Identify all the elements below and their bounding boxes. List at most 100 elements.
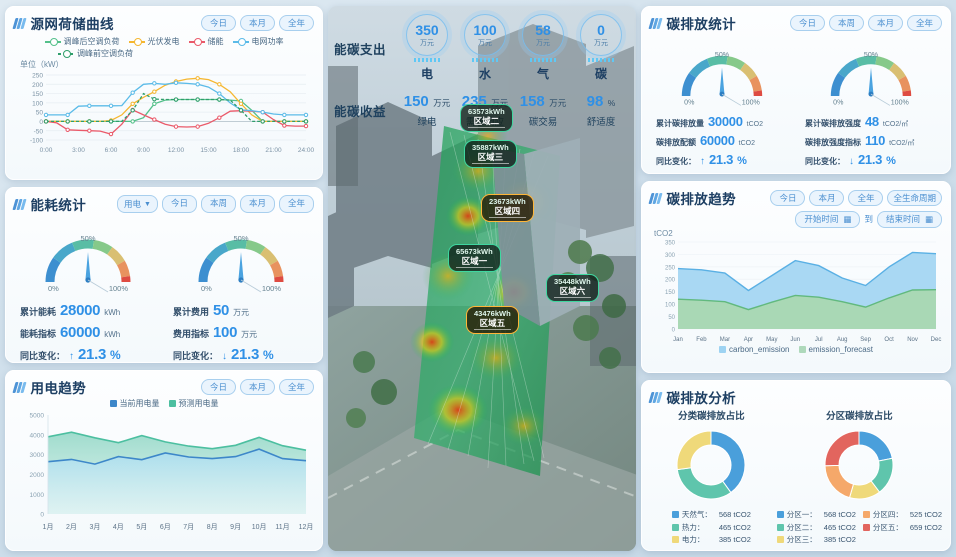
btn-month[interactable]: 本月 (809, 189, 845, 207)
legend-item: 调峰后空调负荷 (44, 36, 120, 47)
stat-value: 100 (213, 323, 238, 341)
zone-tag[interactable]: 43476kWh 区域五 (466, 306, 519, 334)
start-date-input[interactable]: 开始时间 ▦ (795, 211, 861, 228)
stat-unit: tCO2/㎡ (889, 139, 915, 147)
trend-up-icon: ↑ (700, 155, 705, 167)
zone-tag[interactable]: 23673kWh 区域四 (481, 194, 534, 222)
calendar-icon: ▦ (924, 214, 933, 224)
donut-legend-item: 分区四： 525 tCO2 (862, 509, 942, 520)
stat-value: 21.3 (231, 345, 260, 363)
zone-name: 区域四 (489, 206, 526, 218)
btn-year[interactable]: 全年 (278, 195, 314, 213)
zone-kwh: 43476kWh (474, 309, 511, 318)
legend-label: carbon_emission (729, 344, 790, 354)
donut-group: 分类碳排放占比 天然气： 568 tCO2 热力： 465 tCO2 电力： 385 tC… (650, 408, 942, 545)
zone-tag[interactable]: 35887kWh 区域三 (464, 140, 517, 168)
page-title: 源网荷储曲线 (30, 17, 114, 32)
stat-row: 累计碳排放强度 48 tCO2/㎡ (805, 113, 942, 132)
center-metrics: 能碳支出 350 万元 电 100 (328, 6, 636, 146)
svg-text:Dec: Dec (931, 337, 942, 343)
stat-unit: 万元 (233, 308, 250, 317)
svg-text:9:00: 9:00 (137, 147, 150, 154)
center-column: 能碳支出 350 万元 电 100 (328, 6, 636, 551)
svg-text:2月: 2月 (66, 523, 77, 531)
btn-lifecycle[interactable]: 全生命周期 (887, 189, 942, 207)
zone-tag[interactable]: 65673kWh 区域一 (448, 244, 501, 272)
metric-caption: 碳 (594, 67, 607, 81)
svg-text:4000: 4000 (30, 432, 45, 439)
building-3d-map[interactable]: 能碳支出 350 万元 电 100 (328, 6, 636, 551)
stat-label: 同比变化： (20, 350, 66, 361)
energy-type-select[interactable]: 用电 ▼ (116, 195, 158, 213)
date-range-group: 开始时间 ▦ 到 结束时间 ▦ (650, 211, 942, 228)
svg-text:50%: 50% (863, 51, 878, 59)
legend-label: 天然气： (681, 510, 712, 519)
svg-text:100%: 100% (741, 98, 760, 106)
legend-label: 预测用电量 (178, 399, 219, 408)
svg-text:0%: 0% (833, 98, 844, 106)
metric-unit: 万元 (433, 98, 451, 108)
btn-today[interactable]: 今日 (161, 195, 197, 213)
metric-unit: 万元 (491, 98, 509, 108)
legend-swatch (671, 536, 679, 543)
zone-name: 区域六 (554, 286, 591, 298)
btn-week[interactable]: 本周 (828, 14, 864, 32)
donut-legend-item: 分区五： 659 tCO2 (862, 522, 942, 533)
metric-cell: 350 万元 电 (398, 14, 456, 82)
legend-label: 当前用电量 (119, 399, 160, 408)
btn-week[interactable]: 本周 (200, 195, 236, 213)
btn-today[interactable]: 今日 (770, 189, 806, 207)
btn-year[interactable]: 全年 (848, 189, 884, 207)
btn-month[interactable]: 本月 (239, 378, 275, 396)
zone-name: 区域一 (456, 256, 493, 268)
svg-text:50: 50 (668, 315, 675, 321)
donut-legend-item: 电力： 385 tCO2 (671, 534, 751, 545)
panel-carbon-trend: 碳排放趋势 今日 本月 全年 全生命周期 开始时间 ▦ 到 结束时间 ▦ (641, 181, 951, 373)
svg-text:6:00: 6:00 (105, 147, 118, 154)
svg-text:100: 100 (32, 100, 43, 107)
svg-text:100: 100 (665, 302, 676, 308)
panel-title-group: 碳排放分析 (648, 387, 942, 407)
stat-label: 累计碳排放量 (656, 119, 704, 128)
svg-text:0: 0 (39, 119, 43, 126)
btn-today[interactable]: 今日 (200, 14, 236, 32)
svg-text:0: 0 (672, 327, 676, 333)
chart-legend: 当前用电量 预测用电量 (14, 398, 314, 409)
zone-tag[interactable]: 63573kWh 区域二 (460, 104, 513, 132)
stat-row: 累计碳排放量 30000 tCO2 (656, 113, 793, 132)
metric-ring: 100 万元 (464, 14, 506, 62)
svg-text:May: May (766, 337, 777, 343)
stat-unit: kWh (104, 308, 121, 317)
btn-year[interactable]: 全年 (906, 14, 942, 32)
metric-unit: 万元 (478, 39, 492, 47)
zone-tag[interactable]: 35448kWh 区域六 (546, 274, 599, 302)
donut-legend-item: 分区一： 568 tCO2 (776, 509, 856, 520)
svg-text:Oct: Oct (884, 337, 894, 343)
zone-kwh: 35448kWh (554, 277, 591, 286)
legend-swatch (776, 511, 784, 518)
zone-kwh: 63573kWh (468, 107, 505, 116)
btn-today[interactable]: 今日 (789, 14, 825, 32)
panel-title-group: 用电趋势 (12, 377, 86, 397)
svg-text:12月: 12月 (299, 523, 314, 531)
start-date-placeholder: 开始时间 (804, 214, 839, 224)
calendar-icon: ▦ (843, 214, 852, 224)
btn-month[interactable]: 本月 (239, 14, 275, 32)
axis-unit-label: tCO2 (654, 228, 673, 238)
legend-label: 调峰前空调负荷 (77, 49, 133, 58)
btn-today[interactable]: 今日 (200, 378, 236, 396)
btn-year[interactable]: 全年 (278, 14, 314, 32)
donut-legend-item: 分区二： 465 tCO2 (776, 522, 856, 533)
btn-month[interactable]: 本月 (239, 195, 275, 213)
svg-text:10月: 10月 (252, 523, 267, 531)
end-date-input[interactable]: 结束时间 ▦ (876, 211, 942, 228)
svg-text:300: 300 (665, 252, 676, 258)
select-value: 用电 (123, 199, 141, 209)
btn-month[interactable]: 本月 (867, 14, 903, 32)
btn-year[interactable]: 全年 (278, 378, 314, 396)
donut-legend-col: 天然气： 568 tCO2 热力： 465 tCO2 电力： 385 tCO2 (671, 509, 751, 545)
svg-text:1000: 1000 (30, 492, 45, 499)
stat-unit: % (737, 154, 747, 167)
stat-label: 同比变化： (173, 350, 219, 361)
